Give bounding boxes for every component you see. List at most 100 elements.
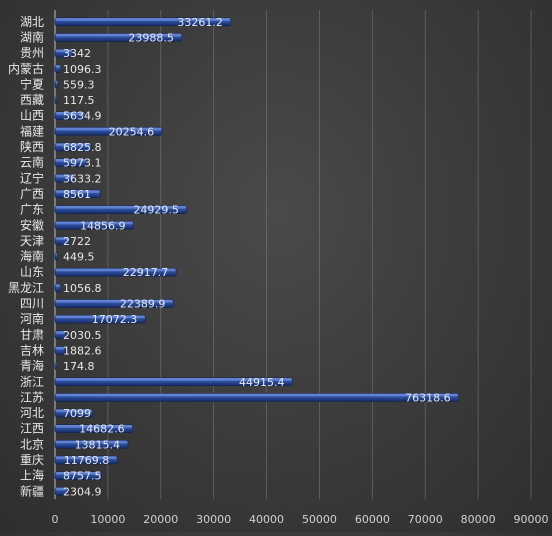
bar-highlight xyxy=(56,112,84,115)
category-label: 江苏 xyxy=(20,390,44,404)
category-label: 浙江 xyxy=(20,375,44,389)
bar-highlight xyxy=(56,300,173,303)
bar-highlight xyxy=(56,410,92,413)
data-label: 23988.5 xyxy=(128,31,174,44)
data-label: 559.3 xyxy=(63,78,95,91)
data-label: 5634.9 xyxy=(63,110,102,123)
bar-highlight xyxy=(56,34,181,37)
category-label: 上海 xyxy=(20,468,44,483)
grid-lines xyxy=(54,10,532,500)
bar-highlight xyxy=(56,331,65,334)
data-label: 76318.6 xyxy=(405,391,451,404)
bar-highlight xyxy=(56,65,60,68)
data-label: 5973.1 xyxy=(63,157,102,170)
category-label: 宁夏 xyxy=(20,76,44,91)
bar-highlight xyxy=(56,18,230,21)
category-label: 河北 xyxy=(20,406,44,420)
bars xyxy=(54,17,459,496)
category-label: 四川 xyxy=(20,297,44,311)
bar-highlight xyxy=(56,472,101,475)
category-label: 陕西 xyxy=(20,139,44,154)
x-tick-label: 40000 xyxy=(249,513,284,526)
category-label: 山东 xyxy=(20,265,44,279)
bar xyxy=(54,252,58,261)
category-label: 云南 xyxy=(20,155,44,170)
bar-highlight xyxy=(56,206,186,209)
category-label: 重庆 xyxy=(20,453,44,467)
data-label: 3633.2 xyxy=(63,172,102,185)
category-label: 广东 xyxy=(20,203,44,217)
bar-highlight xyxy=(56,269,176,272)
category-label: 江西 xyxy=(20,422,44,436)
data-label: 14682.6 xyxy=(79,423,125,436)
bar-highlight xyxy=(56,81,57,84)
data-label: 33261.2 xyxy=(177,16,223,29)
x-tick-labels: 0 10000 20000 30000 40000 50000 60000 70000 8000… xyxy=(52,513,549,526)
x-tick-label: 20000 xyxy=(143,513,178,526)
bar-highlight xyxy=(56,347,64,350)
data-label: 117.5 xyxy=(63,94,95,107)
data-label: 1056.8 xyxy=(63,282,102,295)
bar-highlight xyxy=(56,284,60,287)
x-tick-label: 10000 xyxy=(90,513,125,526)
bar-highlight xyxy=(56,394,458,397)
x-tick-label: 80000 xyxy=(461,513,496,526)
data-label: 14856.9 xyxy=(80,219,126,232)
category-label: 西藏 xyxy=(20,93,44,107)
bar-highlight xyxy=(56,457,117,460)
category-label: 甘肃 xyxy=(20,328,44,342)
data-label: 1882.6 xyxy=(63,344,102,357)
bar-highlight xyxy=(56,316,145,319)
data-label: 17072.3 xyxy=(92,313,138,326)
x-tick-label: 60000 xyxy=(355,513,390,526)
category-label: 山西 xyxy=(20,109,44,123)
category-label: 湖北 xyxy=(20,14,44,29)
x-tick-label: 30000 xyxy=(196,513,231,526)
bar-highlight xyxy=(56,222,133,225)
bar-highlight xyxy=(56,363,57,366)
category-label: 黑龙江 xyxy=(8,281,44,295)
category-label: 内蒙古 xyxy=(8,61,44,76)
data-label: 8561 xyxy=(63,188,91,201)
data-label: 2030.5 xyxy=(63,329,102,342)
category-labels: 湖北湖南贵州内蒙古宁夏西藏山西福建陕西云南辽宁广西广东安徽天津海南山东黑龙江四川… xyxy=(8,14,44,499)
bar-highlight xyxy=(56,175,74,178)
data-label: 22389.9 xyxy=(120,298,166,311)
data-label: 174.8 xyxy=(63,360,95,373)
category-label: 新疆 xyxy=(20,483,44,498)
category-label: 贵州 xyxy=(20,46,44,60)
bar-highlight xyxy=(56,128,162,131)
data-label: 20254.6 xyxy=(109,125,155,138)
category-label: 北京 xyxy=(20,437,44,451)
category-label: 吉林 xyxy=(20,343,44,357)
data-label: 2722 xyxy=(63,235,91,248)
bar xyxy=(54,80,59,89)
category-label: 湖南 xyxy=(20,29,44,44)
bar-highlight xyxy=(56,144,91,147)
category-label: 青海 xyxy=(20,358,44,373)
data-label: 3342 xyxy=(63,47,91,60)
category-label: 天津 xyxy=(20,234,44,248)
bar-highlight xyxy=(56,441,128,444)
data-label: 22917.7 xyxy=(123,266,169,279)
data-label: 6825.8 xyxy=(63,141,102,154)
data-label: 7099 xyxy=(63,407,91,420)
data-label: 13815.4 xyxy=(75,438,121,451)
category-label: 辽宁 xyxy=(20,170,44,185)
category-label: 福建 xyxy=(20,123,44,138)
bar-highlight xyxy=(56,237,69,240)
x-tick-label: 50000 xyxy=(302,513,337,526)
category-label: 安徽 xyxy=(20,217,44,232)
bar-highlight xyxy=(56,253,57,256)
bar-highlight xyxy=(56,425,132,428)
data-label: 449.5 xyxy=(63,251,95,264)
data-label: 8757.5 xyxy=(63,470,102,483)
category-label: 海南 xyxy=(20,249,44,264)
x-tick-label: 0 xyxy=(52,513,59,526)
x-tick-label: 70000 xyxy=(408,513,443,526)
category-label: 广西 xyxy=(20,187,44,201)
data-label: 44915.4 xyxy=(239,376,285,389)
